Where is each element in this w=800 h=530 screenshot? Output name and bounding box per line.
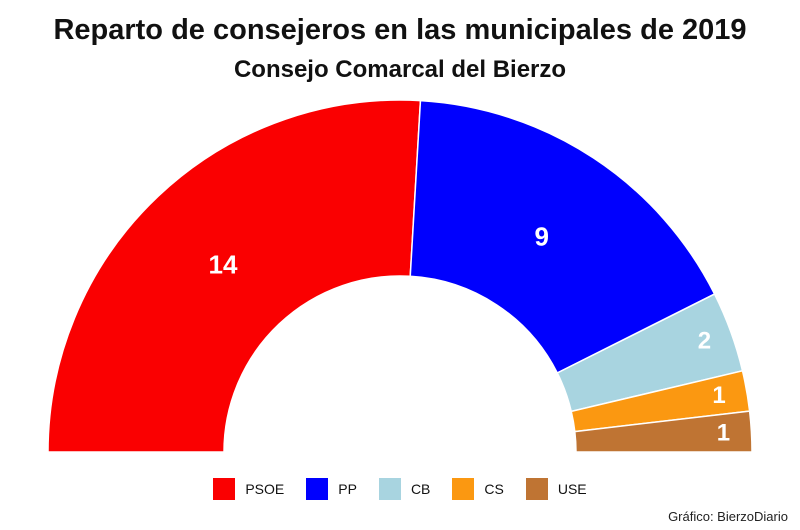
- slice-use: [573, 410, 753, 453]
- value-label-use: 1: [717, 420, 730, 447]
- slice-pp: [409, 99, 716, 375]
- legend-item-use: USE: [525, 478, 587, 500]
- legend-swatch-use: [525, 478, 548, 500]
- legend-item-pp: PP: [306, 478, 357, 500]
- legend-item-cs: CS: [452, 478, 504, 500]
- credit-text: Gráfico: BierzoDiario: [668, 509, 788, 524]
- slice-psoe: [47, 99, 422, 453]
- chart-title: Reparto de consejeros en las municipales…: [53, 14, 747, 46]
- legend-label-pp: PP: [338, 481, 357, 497]
- legend-label-cb: CB: [410, 481, 431, 497]
- legend-item-psoe: PSOE: [213, 478, 284, 500]
- legend-swatch-cb: [378, 478, 401, 500]
- legend-label-use: USE: [557, 481, 587, 497]
- legend-label-psoe: PSOE: [245, 481, 285, 497]
- legend-swatch-pp: [306, 478, 329, 500]
- legend-label-cs: CS: [484, 481, 504, 497]
- chart-subtitle: Consejo Comarcal del Bierzo: [233, 56, 567, 83]
- legend-swatch-cs: [452, 478, 475, 500]
- value-label-pp: 9: [535, 221, 549, 251]
- legend-swatch-psoe: [213, 478, 236, 500]
- value-label-cb: 2: [698, 328, 711, 355]
- value-label-cs: 1: [712, 382, 725, 409]
- value-label-psoe: 14: [208, 249, 237, 279]
- legend-item-cb: CB: [378, 478, 431, 500]
- legend: PSOE PP CB CS USE: [0, 478, 800, 500]
